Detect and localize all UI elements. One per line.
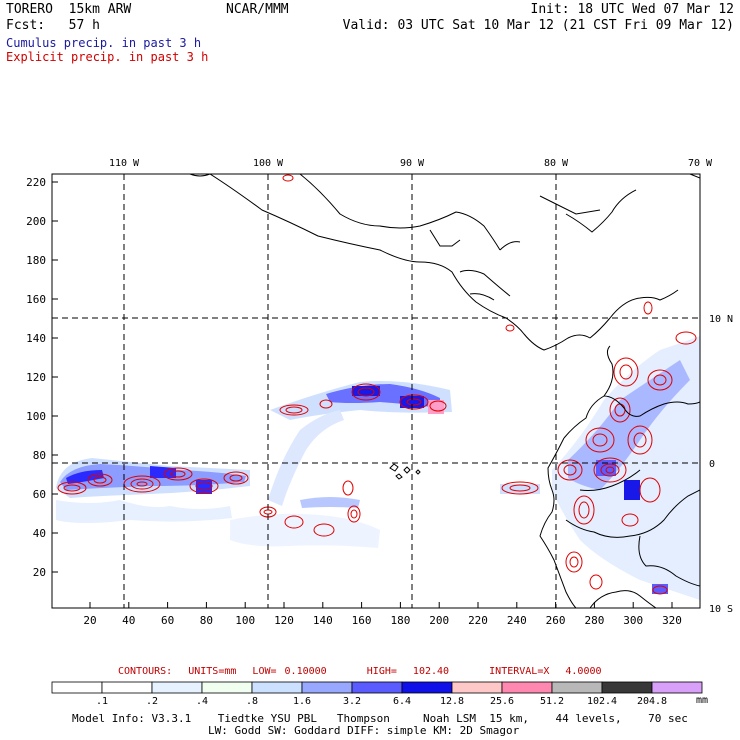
valid-time: Valid: 03 UTC Sat 10 Mar 12 (21 CST Fri … — [342, 18, 734, 33]
colorbar-swatch — [501, 681, 553, 694]
x-tick-label: 160 — [352, 614, 372, 627]
colorbar-label: .8 — [246, 696, 258, 707]
colorbar-swatch — [151, 681, 203, 694]
legend-explicit: Explicit precip. in past 3 h — [6, 50, 209, 64]
explicit-precip-contours — [57, 174, 697, 595]
y-tick-label: 60 — [33, 488, 46, 501]
colorbar-swatch — [51, 681, 103, 694]
colorbar-swatch — [301, 681, 353, 694]
lat-label: 0 — [709, 459, 715, 470]
colorbar-swatch — [451, 681, 503, 694]
colorbar-label: .4 — [196, 696, 208, 707]
x-tick-label: 100 — [235, 614, 255, 627]
x-tick-label: 240 — [507, 614, 527, 627]
y-tick-label: 100 — [26, 410, 46, 423]
colorbar-label: 3.2 — [343, 696, 361, 707]
colorbar-label: 204.8 — [637, 696, 667, 707]
latitude-labels: 10 N 0 10 S — [709, 314, 733, 615]
y-tick-label: 160 — [26, 293, 46, 306]
model-info-line2: LW: Godd SW: Goddard DIFF: simple KM: 2D… — [208, 724, 520, 737]
x-tick-label: 300 — [623, 614, 643, 627]
colorbar-swatch — [101, 681, 153, 694]
colorbar-label: 1.6 — [293, 696, 311, 707]
y-tick-label: 180 — [26, 254, 46, 267]
model-title: TORERO 15km ARW — [6, 2, 132, 17]
y-tick-label: 200 — [26, 215, 46, 228]
forecast-hour: Fcst: 57 h — [6, 18, 100, 33]
colorbar-label: 25.6 — [490, 696, 514, 707]
precip-streak — [268, 410, 344, 506]
coastlines — [189, 174, 700, 608]
x-tick-label: 140 — [313, 614, 333, 627]
lon-label: 70 W — [688, 158, 713, 169]
colorbar-label: 6.4 — [393, 696, 411, 707]
y-tick-label: 40 — [33, 527, 46, 540]
y-tick-label: 20 — [33, 566, 46, 579]
lat-label: 10 S — [709, 604, 733, 615]
lon-label: 100 W — [253, 158, 284, 169]
lon-label: 80 W — [544, 158, 569, 169]
map-frame — [51, 173, 701, 609]
y-axis: 220 200 180 160 140 120 100 80 60 40 20 — [26, 176, 58, 579]
colorbar-swatch — [251, 681, 303, 694]
x-tick-label: 60 — [161, 614, 174, 627]
x-tick-label: 200 — [429, 614, 449, 627]
precip-scatter-south — [230, 513, 380, 548]
colorbar-label: 12.8 — [440, 696, 464, 707]
colorbar-label: 51.2 — [540, 696, 564, 707]
init-time: Init: 18 UTC Wed 07 Mar 12 — [530, 2, 735, 17]
longitude-labels: 110 W 100 W 90 W 80 W 70 W — [109, 158, 713, 169]
precip-gulf-cell — [500, 484, 540, 494]
colorbar: .1 .2 .4 .8 1.6 3.2 6.4 12.8 25.6 51.2 102.4 204.8 — [51, 681, 703, 707]
legend-cumulus: Cumulus precip. in past 3 h — [6, 36, 202, 50]
y-tick-label: 80 — [33, 449, 46, 462]
org-label: NCAR/MMM — [226, 2, 289, 17]
y-tick-label: 120 — [26, 371, 46, 384]
precip-east-core — [568, 360, 690, 490]
precip-cell-d — [400, 396, 424, 408]
x-tick-label: 180 — [390, 614, 410, 627]
colorbar-swatch — [601, 681, 653, 694]
x-tick-label: 280 — [584, 614, 604, 627]
colorbar-swatch — [651, 681, 703, 694]
y-tick-label: 140 — [26, 332, 46, 345]
x-axis: 20 40 60 80 100 120 140 160 180 200 220 240 260 280 30… — [83, 602, 682, 627]
colorbar-label: 102.4 — [587, 696, 617, 707]
colorbar-swatch — [201, 681, 253, 694]
lat-label: 10 N — [709, 314, 733, 325]
x-tick-label: 260 — [546, 614, 566, 627]
x-tick-label: 20 — [83, 614, 96, 627]
colorbar-label: .2 — [146, 696, 158, 707]
x-tick-label: 320 — [662, 614, 682, 627]
x-tick-label: 220 — [468, 614, 488, 627]
model-info-line1: Model Info: V3.3.1 Tiedtke YSU PBL Thomp… — [72, 712, 688, 725]
colorbar-units: mm — [696, 695, 709, 706]
precip-cell-b — [196, 480, 212, 494]
lon-label: 110 W — [109, 158, 140, 169]
contours-info: CONTOURS: UNITS=mm LOW= 0.10000 HIGH= 10… — [118, 666, 602, 677]
precip-scatter-west — [56, 500, 232, 523]
precip-band-west-intense — [66, 470, 104, 484]
x-tick-label: 40 — [122, 614, 135, 627]
colorbar-label: .1 — [96, 696, 108, 707]
x-tick-label: 120 — [274, 614, 294, 627]
precip-cells-south — [300, 497, 360, 508]
cumulus-precip-shading — [56, 336, 700, 600]
lat-lon-grid — [52, 174, 700, 608]
y-tick-label: 220 — [26, 176, 46, 189]
colorbar-swatch — [351, 681, 403, 694]
x-tick-label: 80 — [200, 614, 213, 627]
precip-east-cell-b — [624, 480, 640, 500]
colorbar-swatch — [401, 681, 453, 694]
lon-label: 90 W — [400, 158, 425, 169]
colorbar-swatch — [551, 681, 603, 694]
